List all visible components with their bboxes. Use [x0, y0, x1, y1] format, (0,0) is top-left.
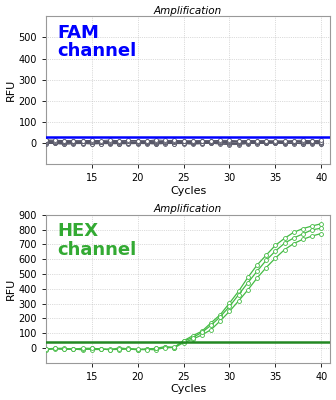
Title: Amplification: Amplification [154, 204, 222, 214]
Y-axis label: RFU: RFU [6, 79, 15, 101]
X-axis label: Cycles: Cycles [170, 384, 206, 394]
X-axis label: Cycles: Cycles [170, 186, 206, 196]
Title: Amplification: Amplification [154, 6, 222, 16]
Text: HEX
channel: HEX channel [57, 222, 136, 259]
Y-axis label: RFU: RFU [6, 278, 15, 300]
Text: FAM
channel: FAM channel [57, 24, 136, 60]
